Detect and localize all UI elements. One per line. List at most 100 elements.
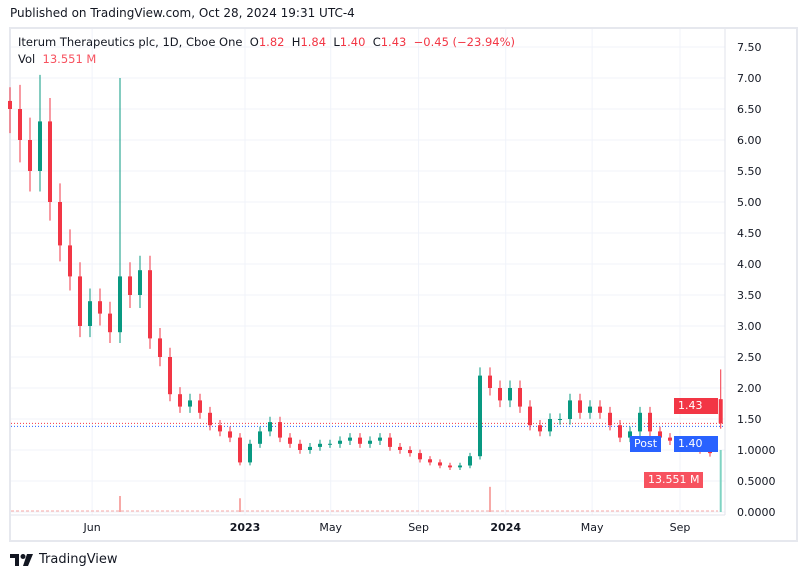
candle-body	[388, 437, 392, 447]
candle-body	[428, 459, 432, 463]
y-tick-label: 2.50	[737, 351, 762, 364]
candle-body	[508, 388, 512, 401]
volume-legend: Vol 13.551 M	[18, 52, 96, 66]
candle-body	[718, 399, 723, 424]
candle-body	[128, 276, 132, 295]
y-tick-label: 6.00	[737, 134, 762, 147]
x-tick-label: Jun	[83, 521, 101, 534]
candle-body	[138, 270, 142, 295]
high-value: 1.84	[300, 35, 327, 49]
x-tick-label: Sep	[670, 521, 691, 534]
candle-body	[488, 375, 492, 388]
candle-body	[168, 357, 172, 395]
candle-body	[38, 121, 42, 171]
candle-body	[528, 406, 532, 426]
candle-body	[608, 412, 612, 426]
candle-body	[468, 456, 472, 466]
post-price-badge: 1.40	[674, 436, 718, 452]
candle-body	[308, 446, 312, 450]
volume-badge: 13.551 M	[644, 472, 704, 488]
candle-body	[418, 453, 422, 460]
y-tick-label: 7.00	[737, 72, 762, 85]
volume-bar	[719, 450, 722, 512]
candle-body	[518, 388, 522, 407]
low-value: 1.40	[339, 35, 366, 49]
brand-name: TradingView	[39, 552, 118, 567]
volume-bar	[489, 486, 491, 512]
candle-body	[248, 443, 252, 463]
candle-body	[638, 412, 642, 432]
y-tick-label: 4.00	[737, 258, 762, 271]
x-tick-label: Sep	[408, 521, 429, 534]
candle-body	[568, 400, 572, 419]
candle-body	[68, 245, 72, 277]
candle-body	[338, 440, 342, 444]
candle-body	[78, 276, 82, 326]
candle-body	[178, 394, 182, 407]
candle-body	[218, 425, 222, 432]
candle-body	[658, 431, 662, 438]
low-label: L	[333, 35, 340, 49]
candle-body	[208, 412, 212, 426]
candle-body	[238, 437, 242, 463]
chart-frame	[9, 27, 798, 542]
y-tick-label: 3.00	[737, 320, 762, 333]
x-tick-label: 2023	[230, 521, 261, 534]
candle-body	[668, 437, 672, 441]
change-value: −0.45 (−23.94%)	[413, 35, 516, 49]
candle-body	[58, 202, 62, 246]
y-tick-label: 5.00	[737, 196, 762, 209]
candle-body	[578, 400, 582, 413]
candle-body	[228, 431, 232, 438]
post-label-badge: Post	[630, 436, 662, 452]
open-label: O	[249, 35, 259, 49]
volume-bar	[119, 495, 121, 512]
volume-value: 13.551 M	[42, 52, 97, 66]
candle-body	[108, 313, 112, 333]
candle-body	[158, 338, 162, 357]
y-tick-label: 0.5000	[737, 475, 776, 488]
candle-body	[258, 431, 262, 444]
tradingview-logo-icon	[10, 553, 33, 566]
candle-body	[188, 400, 192, 407]
candle-body	[478, 375, 482, 457]
symbol-title: Iterum Therapeutics plc, 1D, Cboe One	[18, 35, 243, 49]
volume-label: Vol	[18, 52, 36, 66]
volume-bar	[239, 498, 241, 512]
y-tick-label: 1.50	[737, 413, 762, 426]
candle-body	[458, 465, 462, 468]
x-tick-label: May	[319, 521, 342, 534]
tradingview-logo[interactable]: TradingView	[10, 552, 118, 567]
candle-body	[318, 443, 322, 447]
candle-body	[498, 388, 502, 401]
candle-body	[358, 437, 362, 444]
x-tick-label: May	[581, 521, 604, 534]
candle-body	[438, 462, 442, 466]
candle-body	[98, 301, 102, 314]
close-value: 1.43	[380, 35, 407, 49]
high-label: H	[291, 35, 301, 49]
y-tick-label: 4.50	[737, 227, 762, 240]
close-label: C	[372, 35, 381, 49]
candle-body	[288, 437, 292, 444]
candle-body	[268, 422, 272, 432]
ohlc-legend: Iterum Therapeutics plc, 1D, Cboe One O1…	[18, 35, 515, 49]
candle-body	[28, 140, 32, 171]
y-tick-label: 2.00	[737, 382, 762, 395]
candle-body	[48, 121, 52, 202]
candle-body	[558, 419, 562, 420]
candle-body	[348, 437, 352, 441]
candle-body	[648, 412, 652, 432]
last-price-badge: 1.43	[674, 398, 718, 414]
y-tick-label: 3.50	[737, 289, 762, 302]
open-value: 1.82	[258, 35, 285, 49]
candle-body	[598, 406, 602, 413]
candle-body	[378, 437, 382, 441]
y-tick-label: 6.50	[737, 103, 762, 116]
candle-body	[278, 422, 282, 438]
candle-body	[198, 400, 202, 413]
y-tick-label: 7.50	[737, 41, 762, 54]
candle-body	[18, 109, 22, 140]
